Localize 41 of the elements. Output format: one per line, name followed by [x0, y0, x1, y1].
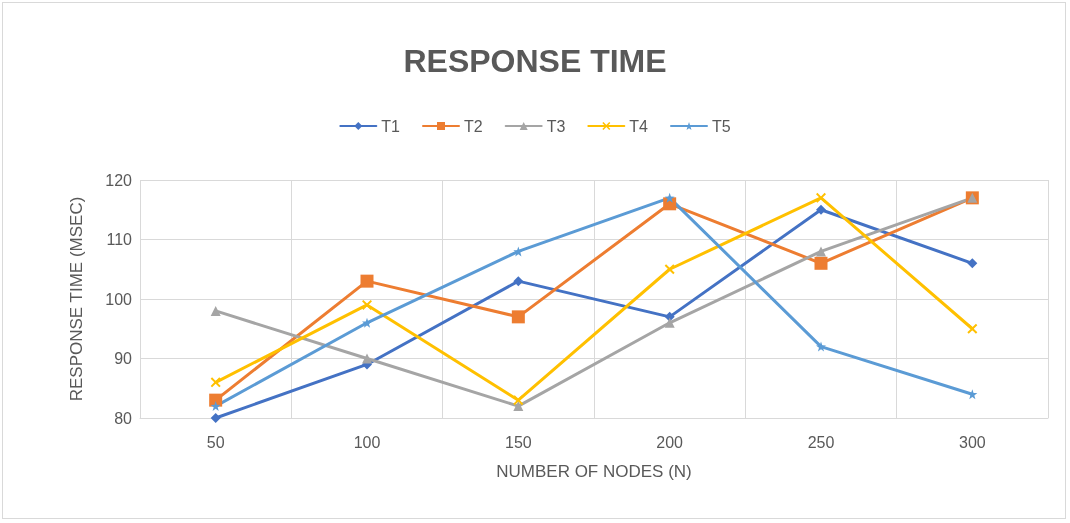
point [362, 353, 372, 364]
y-tick-label: 100 [105, 290, 133, 308]
point [814, 256, 828, 270]
point [816, 341, 826, 352]
y-axis-title: RESPONSE TIME (MSEC) [67, 196, 86, 402]
y-tick-label: 110 [106, 231, 133, 248]
point [816, 192, 826, 203]
point [210, 401, 221, 412]
chart-title: RESPONSE TIME [403, 43, 667, 79]
point [362, 317, 372, 328]
point [664, 317, 675, 328]
x-tick-label: 300 [958, 433, 986, 451]
point [210, 377, 221, 388]
y-tick-label: 120 [105, 171, 133, 189]
x-tick-label: 200 [656, 433, 684, 451]
legend-label: T2 [463, 117, 483, 135]
x-axis-title: NUMBER OF NODES (N) [496, 462, 692, 481]
point [816, 204, 826, 215]
legend-label: T5 [712, 117, 731, 135]
point [210, 305, 221, 316]
x-tick-label: 150 [504, 433, 532, 451]
point [511, 310, 525, 324]
legend-label: T4 [629, 117, 649, 135]
point [664, 264, 675, 275]
point [664, 192, 675, 203]
y-tick-label: 80 [114, 409, 133, 427]
y-tick-label: 90 [114, 350, 133, 367]
point [967, 323, 978, 334]
x-tick-label: 250 [807, 433, 835, 451]
point [513, 401, 524, 412]
point [816, 246, 826, 257]
point [360, 274, 374, 288]
point [362, 299, 372, 310]
legend-label: T1 [381, 117, 401, 135]
point [513, 276, 524, 287]
x-tick-label: 100 [353, 433, 381, 451]
point [513, 395, 524, 406]
x-tick-label: 50 [206, 433, 225, 451]
point [210, 413, 221, 423]
point [967, 258, 978, 269]
legend-label: T3 [546, 117, 566, 135]
